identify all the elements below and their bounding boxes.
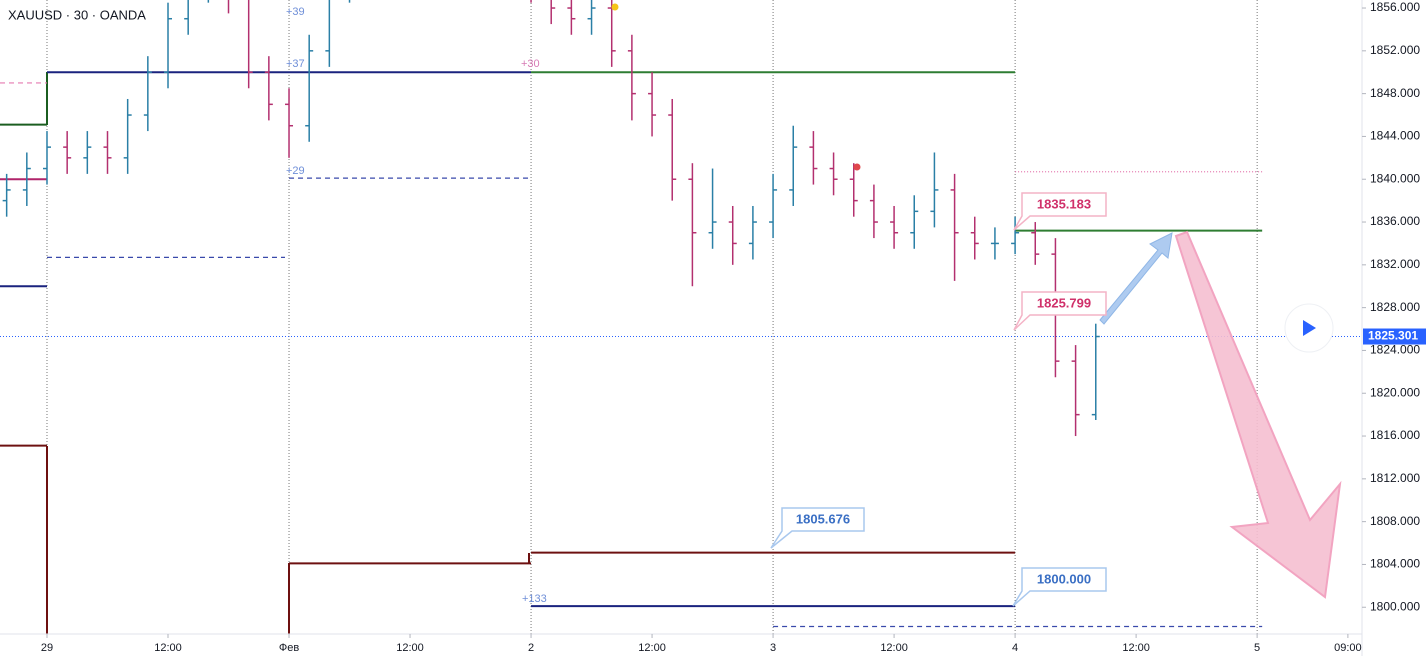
y-tick-label: 1804.000: [1370, 557, 1420, 571]
x-tick-label: 12:00: [154, 642, 182, 654]
last-price-box: [1363, 328, 1426, 345]
y-tick-label: 1832.000: [1370, 257, 1420, 271]
last-price-label: 1825.301: [1368, 329, 1418, 343]
callout: 1800.000: [1012, 567, 1107, 607]
play-icon: [1303, 320, 1316, 336]
x-tick-label: 4: [1012, 642, 1018, 654]
x-tick-label: 09:00: [1334, 642, 1362, 654]
x-tick-label: 5: [1254, 642, 1260, 654]
marker-dot: [853, 163, 861, 171]
y-tick-label: 1800.000: [1370, 599, 1420, 613]
level-note: +133: [522, 593, 547, 605]
y-tick-label: 1828.000: [1370, 300, 1420, 314]
level-note: +29: [286, 165, 305, 177]
y-tick-label: 1848.000: [1370, 86, 1420, 100]
callout-label: 1835.183: [1037, 196, 1091, 211]
x-tick-label: 2: [528, 642, 534, 654]
y-tick-label: 1840.000: [1370, 171, 1420, 185]
y-tick-label: 1808.000: [1370, 514, 1420, 528]
x-tick-label: 12:00: [638, 642, 666, 654]
callout: 1825.799: [1013, 291, 1107, 331]
chart-title: XAUUSD · 30 · OANDA: [8, 7, 146, 22]
y-tick-label: 1816.000: [1370, 428, 1420, 442]
y-tick-label: 1852.000: [1370, 43, 1420, 57]
x-tick-label: Фев: [279, 642, 299, 654]
down-arrow: [1174, 230, 1342, 599]
marker-dot: [611, 3, 619, 11]
y-tick-label: 1856.000: [1370, 0, 1420, 14]
bar-layer: [2, 0, 1100, 437]
x-tick-label: 29: [41, 642, 53, 654]
x-tick-label: 3: [770, 642, 776, 654]
level-note: +30: [521, 58, 540, 70]
x-tick-label: 12:00: [880, 642, 908, 654]
up-arrow: [1099, 232, 1173, 325]
y-tick-label: 1824.000: [1370, 343, 1420, 357]
level-layer: [0, 71, 1362, 634]
level-note: +39: [286, 6, 305, 18]
axis-layer: 1800.000 1804.000 1808.000 1812.000 1816.000…: [41, 0, 1426, 654]
y-tick-label: 1820.000: [1370, 385, 1420, 399]
y-tick-label: 1844.000: [1370, 129, 1420, 143]
callout-label: 1800.000: [1037, 571, 1091, 586]
callout: 1835.183: [1013, 192, 1107, 231]
x-tick-label: 12:00: [396, 642, 424, 654]
callout-label: 1825.799: [1037, 295, 1091, 310]
level-note: +37: [286, 58, 305, 70]
y-tick-label: 1812.000: [1370, 471, 1420, 485]
callout-label: 1805.676: [796, 511, 850, 526]
callout: 1805.676: [770, 507, 865, 549]
y-tick-label: 1836.000: [1370, 214, 1420, 228]
x-tick-label: 12:00: [1122, 642, 1150, 654]
